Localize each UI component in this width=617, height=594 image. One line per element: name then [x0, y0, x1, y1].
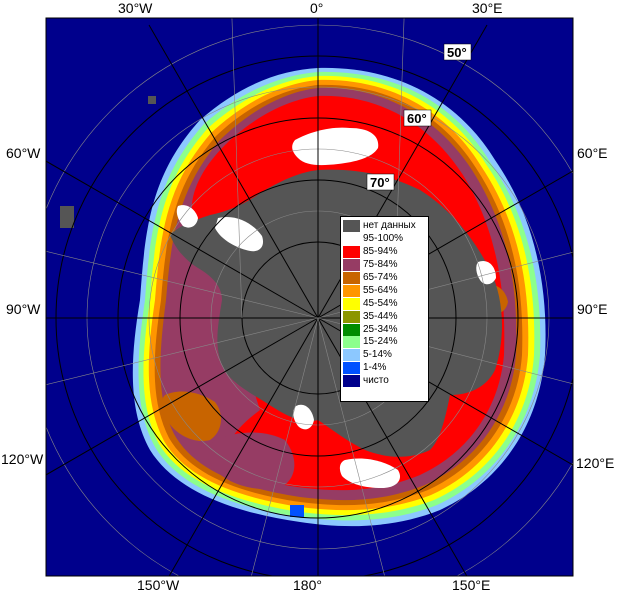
legend-swatch — [343, 375, 360, 388]
legend-label: 15-24% — [363, 336, 398, 348]
ice-65-74-southwest — [161, 391, 222, 442]
lon-label-30w: 30°W — [118, 0, 153, 16]
lat-50-box — [443, 43, 472, 61]
legend-item: 75-84% — [343, 259, 428, 272]
legend-swatch — [343, 323, 360, 336]
no-data-patch-2 — [148, 96, 156, 104]
legend-label: 55-64% — [363, 284, 398, 296]
lat-60-label: 60° — [407, 111, 427, 126]
lon-label-150w: 150°W — [137, 577, 180, 593]
ice-95-100-east — [476, 260, 496, 285]
lat-70-box — [366, 173, 395, 191]
legend-label: 35-44% — [363, 310, 398, 322]
lon-label-120w: 120°W — [1, 451, 44, 467]
legend-swatch — [343, 336, 360, 349]
lon-label-150e: 150°E — [452, 577, 490, 593]
legend-item: 15-24% — [343, 336, 428, 349]
legend-label: 95-100% — [363, 233, 404, 245]
legend-swatch — [343, 284, 360, 297]
legend-swatch — [343, 259, 360, 272]
legend-swatch — [343, 310, 360, 323]
no-data-patch — [60, 206, 74, 228]
legend-item: 65-74% — [343, 272, 428, 285]
legend-item: 95-100% — [343, 233, 428, 246]
legend-label: 65-74% — [363, 272, 398, 283]
legend-item: 55-64% — [343, 284, 428, 297]
legend-swatch — [343, 362, 360, 375]
lat-50-label: 50° — [447, 45, 467, 60]
legend-item: 25-34% — [343, 323, 428, 336]
legend-swatch — [343, 220, 360, 233]
legend-swatch — [343, 272, 360, 284]
ice-1-4-patch — [290, 505, 304, 517]
ice-95-100-south — [339, 458, 401, 488]
legend-label: 75-84% — [363, 259, 398, 271]
legend-label: 5-14% — [363, 349, 392, 361]
legend-item: 5-14% — [343, 349, 428, 362]
lat-70-label: 70° — [370, 175, 390, 190]
lon-label-60e: 60°E — [577, 145, 608, 161]
legend-item: 35-44% — [343, 310, 428, 323]
lon-label-60w: 60°W — [6, 145, 41, 161]
lat-60-box — [403, 109, 432, 127]
legend-label: 25-34% — [363, 323, 398, 335]
legend-label: 45-54% — [363, 297, 398, 309]
ice-95-100-north — [292, 127, 379, 166]
legend-label: 1-4% — [363, 362, 387, 374]
legend-label: 85-94% — [363, 246, 398, 258]
lon-label-180: 180° — [293, 577, 322, 593]
legend-item: 1-4% — [343, 362, 428, 375]
ice-concentration-legend: нет данных 95-100% 85-94% 75-84% 65-74% 55-64… — [340, 216, 429, 402]
legend-label: чисто — [363, 375, 389, 387]
legend-item: 85-94% — [343, 246, 428, 259]
legend-swatch — [343, 233, 360, 246]
legend-item: чисто — [343, 375, 428, 388]
lon-label-90w: 90°W — [6, 301, 41, 317]
ice-95-100-west2 — [176, 205, 198, 228]
lon-label-120e: 120°E — [576, 455, 614, 471]
ice-75-84-south — [207, 432, 295, 490]
legend-item: нет данных — [343, 220, 428, 233]
map-frame — [45, 17, 574, 577]
legend-swatch — [343, 297, 360, 310]
lon-label-0: 0° — [310, 0, 323, 16]
legend-swatch — [343, 349, 360, 362]
lon-label-30e: 30°E — [472, 0, 503, 16]
legend-label: нет данных — [363, 220, 416, 232]
legend-swatch — [343, 246, 360, 259]
lon-label-90e: 90°E — [577, 301, 608, 317]
legend-item: 45-54% — [343, 297, 428, 310]
